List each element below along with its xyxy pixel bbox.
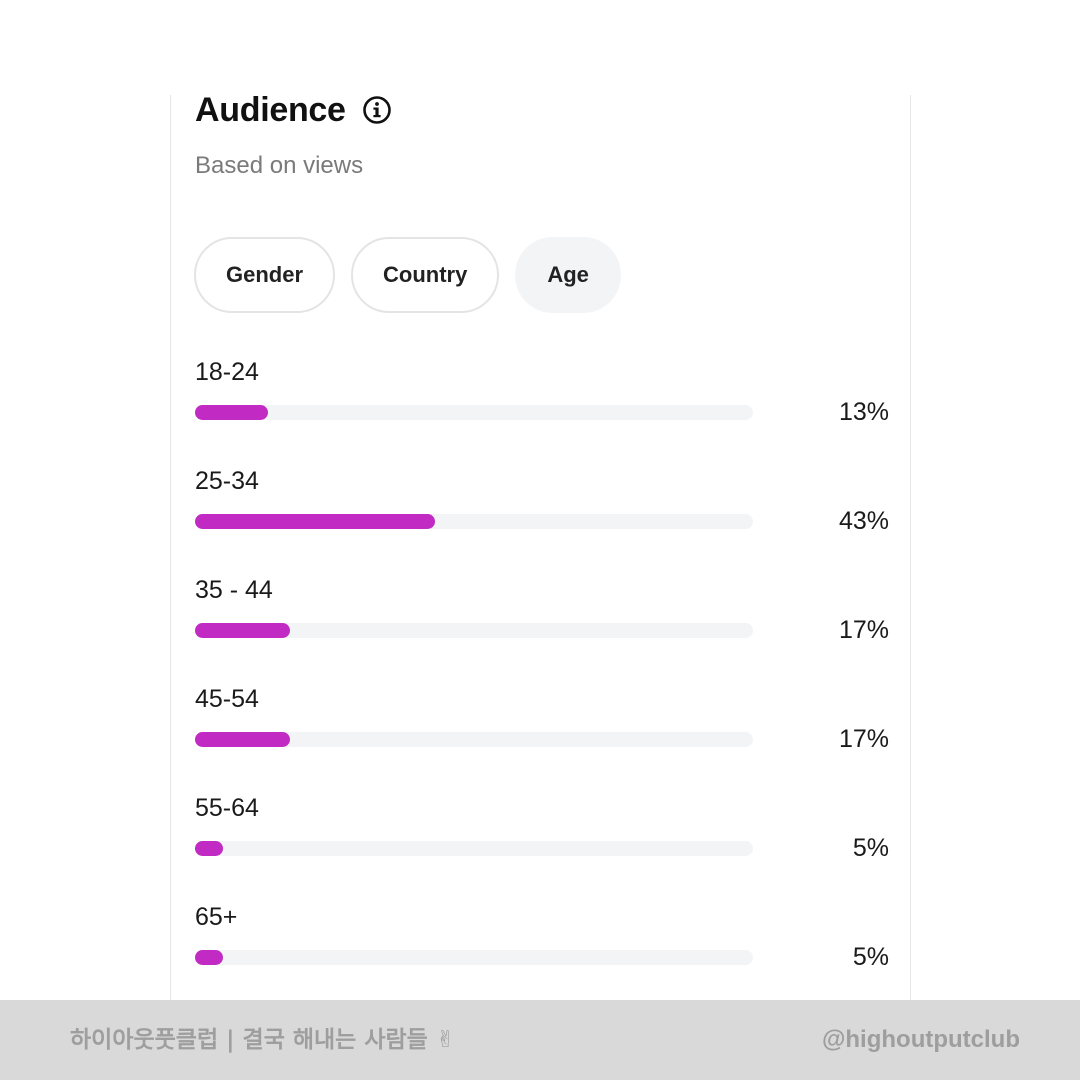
age-row-65-plus: 65+ 5% (195, 903, 895, 1012)
progress-track (195, 732, 753, 747)
age-label: 65+ (195, 903, 238, 931)
age-label: 45-54 (195, 685, 259, 713)
percent-value: 17% (838, 725, 889, 753)
percent-value: 5% (852, 834, 889, 862)
footer-bar: 하이아웃풋클럽 | 결국 해내는 사람들 ✌ @highoutputclub (0, 1000, 1080, 1080)
progress-track (195, 623, 753, 638)
audience-tabs: Gender Country Age (194, 237, 621, 313)
page-title: Audience (195, 91, 346, 129)
percent-value: 13% (838, 398, 889, 426)
age-row-35-44: 35 - 44 17% (195, 576, 895, 685)
progress-track (195, 405, 753, 420)
subtitle: Based on views (195, 152, 364, 179)
tab-country[interactable]: Country (351, 237, 500, 313)
age-row-18-24: 18-24 13% (195, 358, 895, 467)
progress-track (195, 841, 753, 856)
progress-track (195, 950, 753, 965)
age-label: 35 - 44 (195, 576, 273, 604)
tab-gender[interactable]: Gender (194, 237, 336, 313)
progress-fill (195, 623, 290, 638)
progress-fill (195, 950, 223, 965)
age-label: 55-64 (195, 794, 259, 822)
progress-fill (195, 841, 223, 856)
percent-value: 17% (838, 616, 889, 644)
title-row: Audience (195, 91, 392, 129)
age-row-45-54: 45-54 17% (195, 685, 895, 794)
tab-age[interactable]: Age (515, 237, 621, 313)
footer-tagline: 하이아웃풋클럽 | 결국 해내는 사람들 ✌ (70, 1027, 456, 1053)
percent-value: 5% (852, 943, 889, 971)
percent-value: 43% (838, 507, 889, 535)
footer-handle: @highoutputclub (821, 1026, 1020, 1053)
progress-track (195, 514, 753, 529)
progress-fill (195, 514, 435, 529)
age-label: 18-24 (195, 358, 259, 386)
age-breakdown-list: 18-24 13% 25-34 43% 35 - 44 17% 45-54 (195, 358, 895, 1012)
progress-fill (195, 732, 290, 747)
audience-card: Audience Based on views Gender Country A… (170, 91, 911, 1000)
progress-fill (195, 405, 268, 420)
info-circle-icon[interactable] (362, 95, 392, 125)
age-label: 25-34 (195, 467, 259, 495)
age-row-55-64: 55-64 5% (195, 794, 895, 903)
age-row-25-34: 25-34 43% (195, 467, 895, 576)
